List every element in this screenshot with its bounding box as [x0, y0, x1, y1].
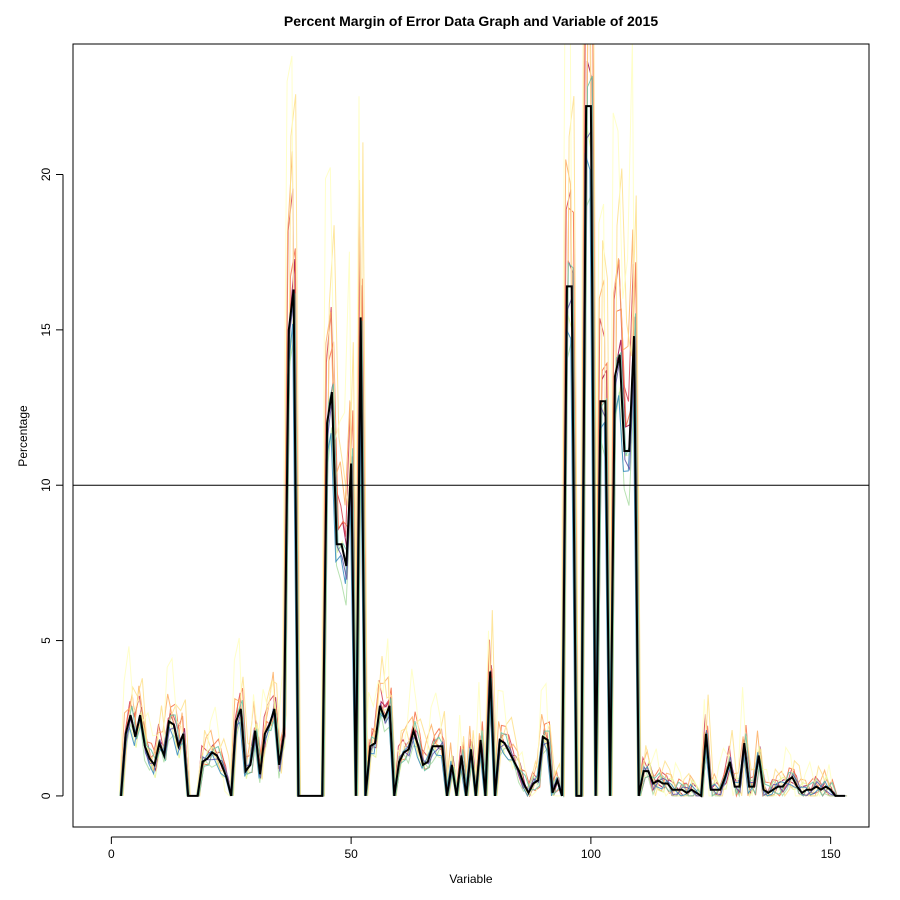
x-tick-label: 50: [344, 847, 358, 861]
y-tick-label: 10: [39, 478, 53, 492]
x-tick-label: 100: [581, 847, 601, 861]
x-axis: 0 50 100 150: [108, 836, 841, 861]
y-axis: 0 5 10 15 20: [39, 168, 64, 799]
y-tick-label: 20: [39, 168, 53, 182]
background-series-line: [121, 75, 847, 798]
background-series-line: [119, 152, 845, 798]
chart-title: Percent Margin of Error Data Graph and V…: [284, 13, 658, 29]
main-series-line: [120, 105, 845, 798]
x-tick-label: 0: [108, 847, 115, 861]
x-axis-label: Variable: [449, 872, 492, 886]
y-tick-label: 0: [39, 792, 53, 799]
background-series-group: [118, 44, 848, 798]
background-series-line: [119, 44, 844, 798]
background-series-line: [121, 60, 847, 798]
x-tick-label: 150: [821, 847, 841, 861]
y-tick-label: 5: [39, 637, 53, 644]
y-axis-label: Percentage: [16, 405, 30, 467]
y-tick-label: 15: [39, 323, 53, 337]
background-series-line: [118, 44, 844, 798]
background-series-line: [119, 44, 845, 797]
main-series-group: [120, 105, 845, 798]
background-series-line: [122, 44, 847, 798]
background-series-line: [122, 44, 848, 798]
plot-frame: [72, 43, 870, 828]
background-series-line: [120, 129, 846, 797]
background-series-line: [120, 196, 845, 798]
background-series-line: [121, 125, 846, 798]
